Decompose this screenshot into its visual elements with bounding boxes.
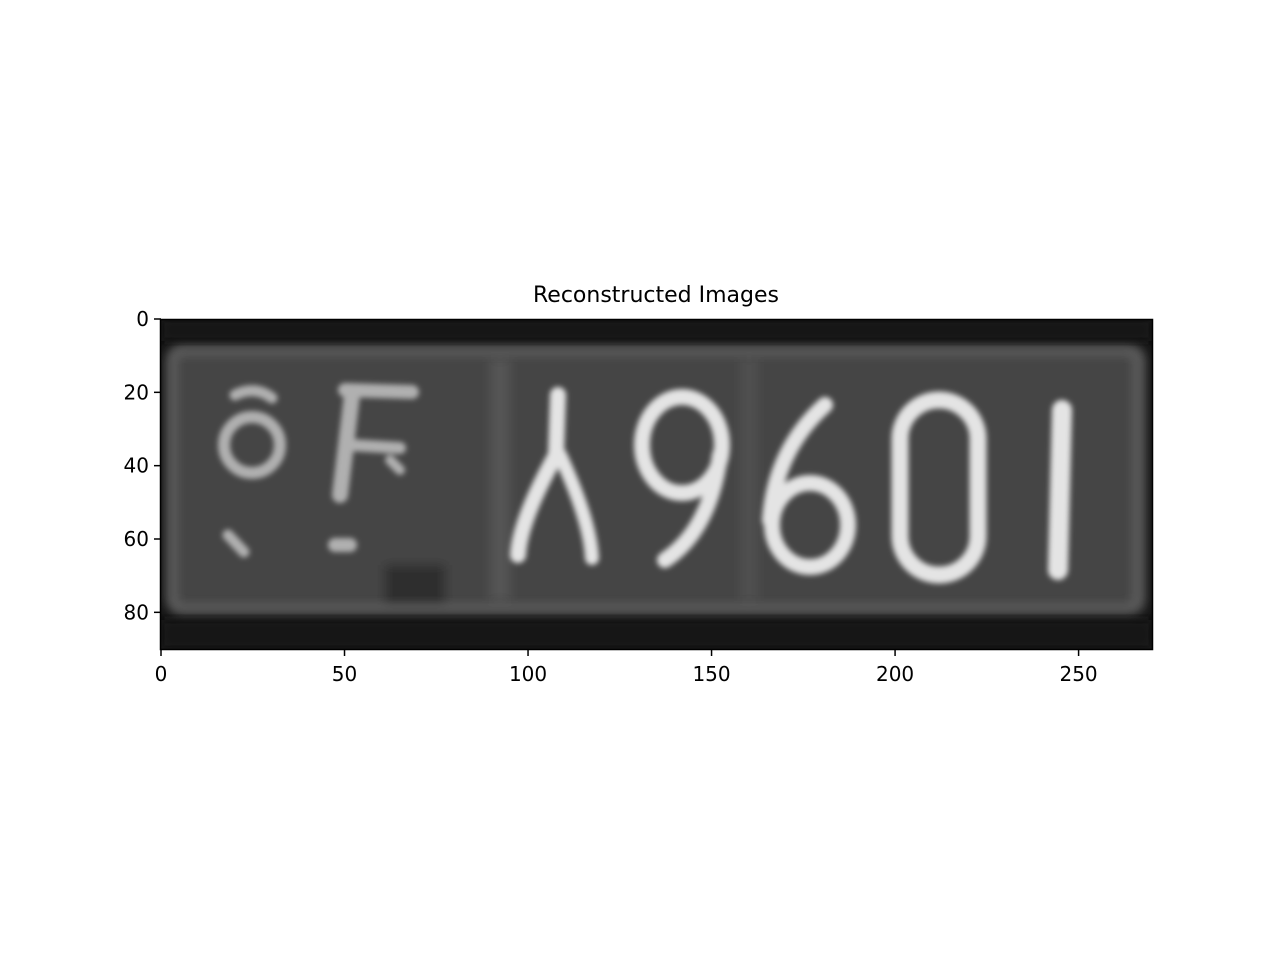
y-tick-label: 40: [124, 454, 149, 478]
axes-frame: [159, 318, 1154, 651]
x-tick-label: 50: [332, 662, 357, 686]
x-tick-label: 150: [692, 662, 730, 686]
y-tick-label: 20: [124, 380, 149, 404]
x-tick-label: 100: [509, 662, 547, 686]
plate-glyphs-left: [218, 383, 419, 558]
reconstructed-image: [161, 319, 1152, 649]
chart-title: Reconstructed Images: [533, 283, 779, 308]
x-tick-label: 200: [876, 662, 914, 686]
y-tick-label: 80: [124, 600, 149, 624]
x-axis: 0 50 100 150 200 250: [155, 649, 1098, 686]
y-axis: 0 20 40 60 80: [124, 307, 161, 624]
y-tick-label: 0: [136, 307, 149, 331]
y-tick-label: 60: [124, 527, 149, 551]
plate-glyphs-main: [510, 387, 1072, 584]
x-tick-label: 250: [1059, 662, 1097, 686]
x-tick-label: 0: [155, 662, 168, 686]
